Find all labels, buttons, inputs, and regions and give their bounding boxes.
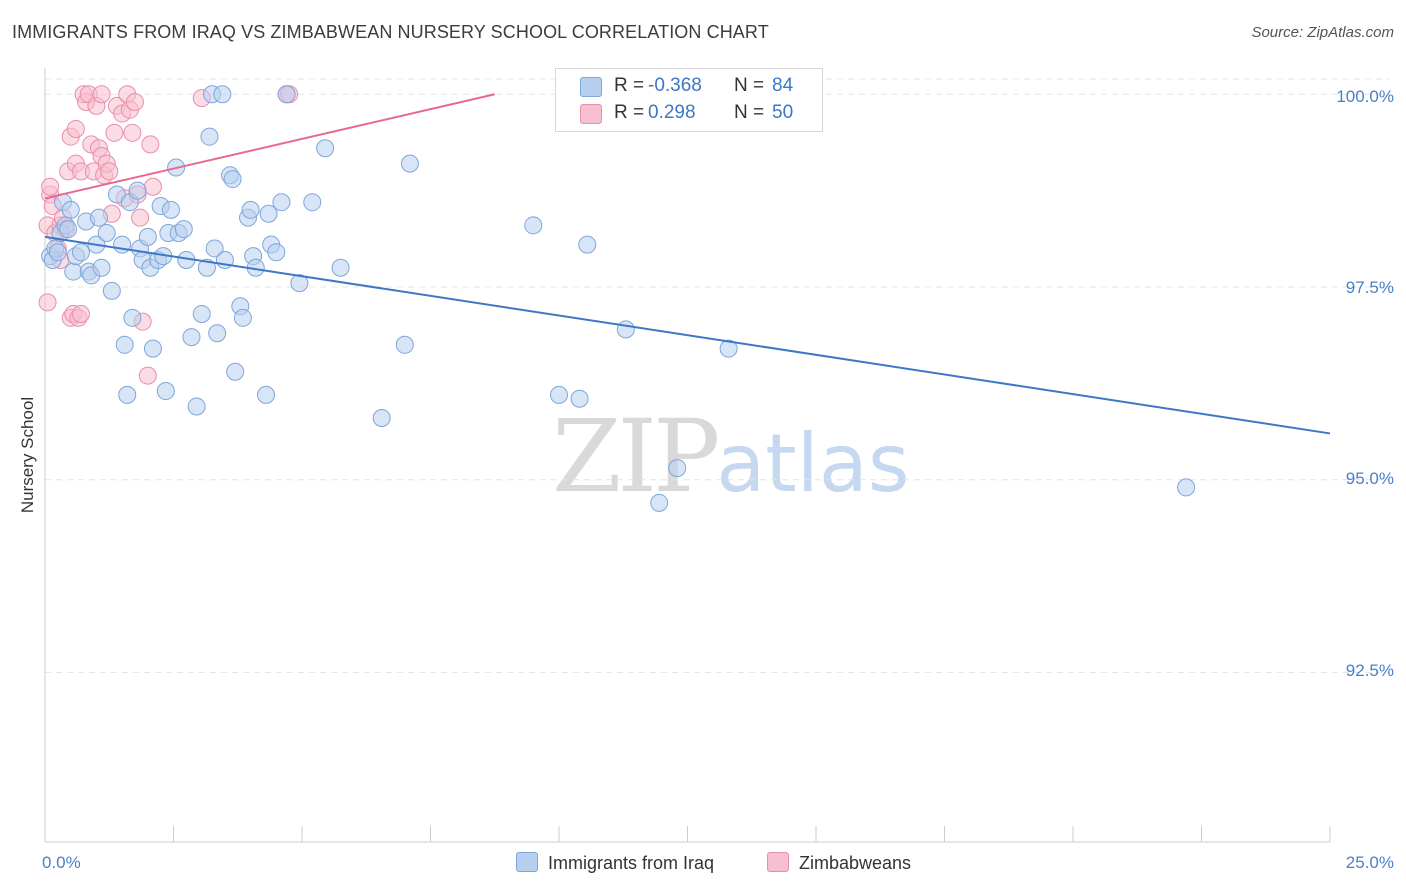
- legend-swatch-blue: [516, 852, 538, 872]
- point-zimbabwe: [141, 135, 160, 154]
- watermark-zip: ZIP: [552, 398, 720, 515]
- point-iraq: [187, 397, 206, 416]
- legend-n-value: 84: [772, 75, 794, 96]
- point-iraq: [138, 227, 157, 246]
- watermark-atlas: atlas: [716, 417, 910, 510]
- point-iraq: [277, 85, 296, 104]
- point-iraq: [331, 258, 350, 277]
- legend-n-label: N =: [734, 102, 765, 123]
- point-iraq: [259, 204, 278, 223]
- point-iraq: [174, 220, 193, 239]
- point-zimbabwe: [125, 92, 144, 111]
- point-iraq: [143, 339, 162, 358]
- point-zimbabwe: [41, 177, 60, 196]
- point-iraq: [208, 324, 227, 343]
- legend-r-value: -0.368: [648, 75, 702, 96]
- point-iraq: [578, 235, 597, 254]
- legend-r-label: R =: [614, 75, 645, 96]
- point-iraq: [233, 308, 252, 327]
- point-iraq: [71, 243, 90, 262]
- point-zimbabwe: [100, 162, 119, 181]
- watermark: ZIPatlas: [552, 398, 910, 515]
- y-tick-label: 92.5%: [1345, 661, 1394, 680]
- point-zimbabwe: [105, 123, 124, 142]
- legend-r-value: 0.298: [648, 102, 696, 123]
- point-iraq: [267, 243, 286, 262]
- point-iraq: [316, 139, 335, 158]
- point-zimbabwe: [92, 85, 111, 104]
- point-iraq: [400, 154, 419, 173]
- point-iraq: [570, 389, 589, 408]
- bottom-legend-zimbabwe[interactable]: Zimbabweans: [767, 852, 911, 874]
- legend-row-zimbabwe: R = 0.298 N = 50: [556, 102, 822, 126]
- point-iraq: [192, 304, 211, 323]
- point-iraq: [197, 258, 216, 277]
- point-zimbabwe: [143, 177, 162, 196]
- source-label: Source: ZipAtlas.com: [1251, 24, 1394, 41]
- point-iraq: [290, 274, 309, 293]
- point-iraq: [205, 239, 224, 258]
- point-iraq: [226, 362, 245, 381]
- bottom-legend-iraq[interactable]: Immigrants from Iraq: [516, 852, 714, 874]
- point-iraq: [59, 220, 78, 239]
- legend-row-iraq: R = -0.368 N = 84: [556, 75, 822, 99]
- chart-title: IMMIGRANTS FROM IRAQ VS ZIMBABWEAN NURSE…: [12, 22, 769, 42]
- point-zimbabwe: [138, 366, 157, 385]
- point-iraq: [395, 335, 414, 354]
- y-tick-label: 97.5%: [1345, 278, 1394, 297]
- point-iraq: [123, 308, 142, 327]
- point-iraq: [272, 193, 291, 212]
- legend-swatch-pink: [767, 852, 789, 872]
- point-zimbabwe: [71, 304, 90, 323]
- legend-r-label: R =: [614, 102, 645, 123]
- point-iraq: [241, 200, 260, 219]
- trendline-zimbabwe: [44, 93, 495, 200]
- point-iraq: [719, 339, 738, 358]
- y-axis-label: Nursery School: [18, 396, 37, 514]
- point-zimbabwe: [38, 293, 57, 312]
- point-iraq: [668, 459, 687, 478]
- point-iraq: [156, 382, 175, 401]
- trendline-iraq: [44, 235, 1331, 435]
- point-iraq: [257, 385, 276, 404]
- point-iraq: [182, 328, 201, 347]
- point-zimbabwe: [66, 119, 85, 138]
- point-iraq: [200, 127, 219, 146]
- point-iraq: [115, 335, 134, 354]
- point-iraq: [223, 170, 242, 189]
- x-tick-label-min: 0.0%: [42, 853, 81, 872]
- point-iraq: [64, 262, 83, 281]
- point-zimbabwe: [123, 123, 142, 142]
- point-iraq: [118, 385, 137, 404]
- point-iraq: [1177, 478, 1196, 497]
- point-iraq: [650, 493, 669, 512]
- legend-swatch-pink: [580, 104, 602, 124]
- point-iraq: [550, 385, 568, 404]
- point-iraq: [89, 208, 108, 227]
- point-iraq: [372, 409, 391, 428]
- point-iraq: [303, 193, 322, 212]
- point-zimbabwe: [131, 208, 150, 227]
- y-tick-label: 100.0%: [1336, 87, 1394, 106]
- point-iraq: [61, 200, 80, 219]
- x-tick-label-max: 25.0%: [1345, 853, 1394, 872]
- point-iraq: [102, 281, 121, 300]
- point-iraq: [524, 216, 543, 235]
- legend-n-label: N =: [734, 75, 765, 96]
- y-tick-label: 95.0%: [1345, 469, 1394, 488]
- legend-swatch-blue: [580, 77, 602, 97]
- correlation-legend: R = -0.368 N = 84 R = 0.298 N = 50: [555, 68, 823, 132]
- point-iraq: [92, 258, 111, 277]
- point-iraq: [616, 320, 635, 339]
- legend-label: Immigrants from Iraq: [548, 853, 715, 873]
- point-iraq: [213, 85, 232, 104]
- legend-label: Zimbabweans: [799, 853, 912, 873]
- point-iraq: [48, 243, 67, 262]
- point-iraq: [97, 224, 116, 243]
- point-iraq: [128, 181, 147, 200]
- point-iraq: [161, 200, 180, 219]
- legend-n-value: 50: [772, 102, 794, 123]
